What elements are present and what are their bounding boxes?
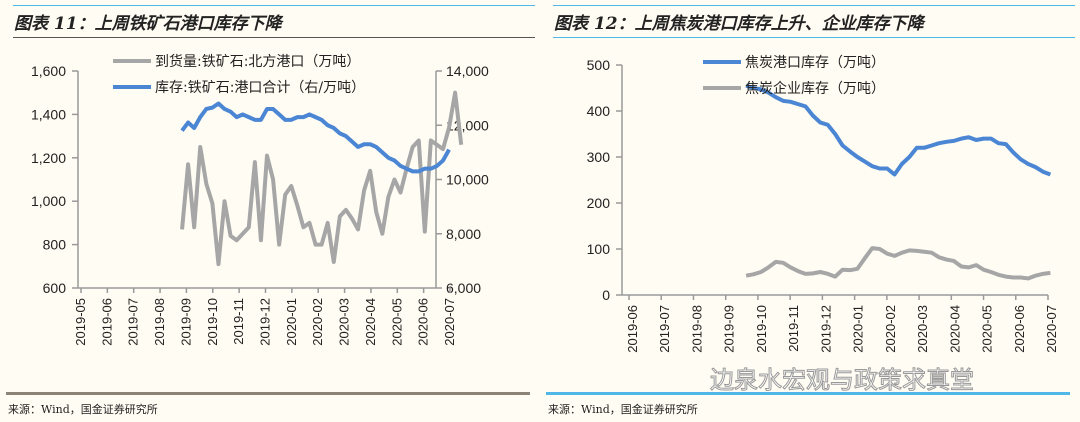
legend-label: 库存:铁矿石:港口合计（右/万吨）: [155, 80, 365, 96]
x-tick-label: 2019-10: [205, 298, 220, 346]
x-tick-label: 2020-02: [310, 298, 325, 346]
x-tick-label: 2019-12: [818, 305, 833, 353]
chart-11-plot: 600 800 1,000 1,200 1,400 1,600 6,000 8,000 10,0…: [31, 53, 489, 346]
source-rule: [546, 392, 1070, 395]
x-tick-label: 2020-07: [1044, 305, 1059, 353]
title-bottom-rule: [553, 37, 1075, 38]
source-note: 来源：Wind，国金证券研究所: [8, 403, 158, 416]
x-tick-label: 2020-04: [947, 305, 962, 353]
source-note: 来源：Wind，国金证券研究所: [548, 403, 698, 416]
x-tick-label: 2019-09: [178, 298, 193, 346]
title-bottom-rule: [13, 37, 535, 38]
y-tick-label-right: 10,000: [446, 172, 489, 188]
y-tick-label: 0: [602, 287, 610, 303]
x-tick-label: 2019-11: [786, 305, 801, 352]
y-tick-label: 200: [587, 195, 611, 211]
chart-panel-11: 图表 11：上周铁矿石港口库存下降 600 800 1,000 1,200 1,400 1…: [6, 5, 535, 416]
legend-label: 到货量:铁矿石:北方港口（万吨）: [155, 53, 360, 70]
x-tick-label: 2019-06: [625, 305, 640, 353]
y-tick-label-right: 14,000: [446, 63, 489, 79]
x-tick-label: 2019-07: [657, 305, 672, 353]
chart-12-plot: 0 100 200 300 400 500 2019-06 2019-07 2019-08 201…: [587, 55, 1059, 353]
chart-title: 图表 11：上周铁矿石港口库存下降: [14, 14, 282, 34]
x-tick-label: 2019-12: [258, 298, 273, 346]
chart-panel-12: 图表 12：上周焦炭港口库存上升、企业库存下降 0 100 200 300 400 500…: [540, 0, 1080, 422]
series-line-2: [745, 246, 1051, 281]
legend-label: 焦炭企业库存（万吨）: [745, 80, 885, 97]
x-tick-label: 2020-03: [915, 305, 930, 353]
x-tick-label: 2020-02: [883, 305, 898, 353]
x-tick-label: 2019-10: [754, 305, 769, 353]
x-tick-label: 2019-09: [722, 305, 737, 353]
y-tick-label: 100: [587, 241, 611, 257]
x-tick-label: 2019-05: [73, 298, 88, 346]
watermark: 边泉水宏观与政策求真堂: [710, 366, 975, 395]
chart-title: 图表 12：上周焦炭港口库存上升、企业库存下降: [554, 14, 924, 34]
y-tick-label-right: 6,000: [446, 280, 481, 296]
legend-label: 焦炭港口库存（万吨）: [745, 55, 885, 71]
y-tick-label: 1,600: [31, 63, 66, 79]
y-tick-label: 800: [43, 237, 67, 253]
x-tick-label: 2019-08: [152, 298, 167, 346]
y-tick-label: 500: [587, 57, 611, 73]
x-tick-label: 2019-08: [689, 305, 704, 353]
series-line-1: [745, 83, 1052, 177]
title-top-rule: [553, 5, 1075, 6]
y-tick-label: 300: [587, 149, 611, 165]
y-tick-label: 1,000: [31, 193, 66, 209]
x-tick-label: 2020-06: [1012, 305, 1027, 353]
source-rule: [6, 392, 530, 395]
title-top-rule: [13, 5, 535, 6]
series-line-2: [180, 101, 451, 174]
x-tick-label: 2020-01: [284, 298, 299, 346]
x-tick-label: 2019-11: [231, 298, 246, 345]
x-tick-label: 2020-03: [337, 298, 352, 346]
x-tick-label: 2020-01: [851, 305, 866, 353]
series-line-1: [180, 90, 464, 267]
x-tick-label: 2019-06: [99, 298, 114, 346]
y-tick-label-right: 8,000: [446, 226, 481, 242]
y-tick-label: 400: [587, 103, 611, 119]
y-tick-label: 1,200: [31, 150, 66, 166]
x-tick-label: 2020-04: [363, 298, 378, 346]
y-tick-label: 1,400: [31, 106, 66, 122]
y-tick-label: 600: [43, 280, 67, 296]
x-tick-label: 2020-05: [389, 298, 404, 346]
x-tick-label: 2020-07: [442, 298, 457, 346]
x-tick-label: 2020-05: [980, 305, 995, 353]
x-tick-label: 2019-07: [126, 298, 141, 346]
x-tick-label: 2020-06: [416, 298, 431, 346]
